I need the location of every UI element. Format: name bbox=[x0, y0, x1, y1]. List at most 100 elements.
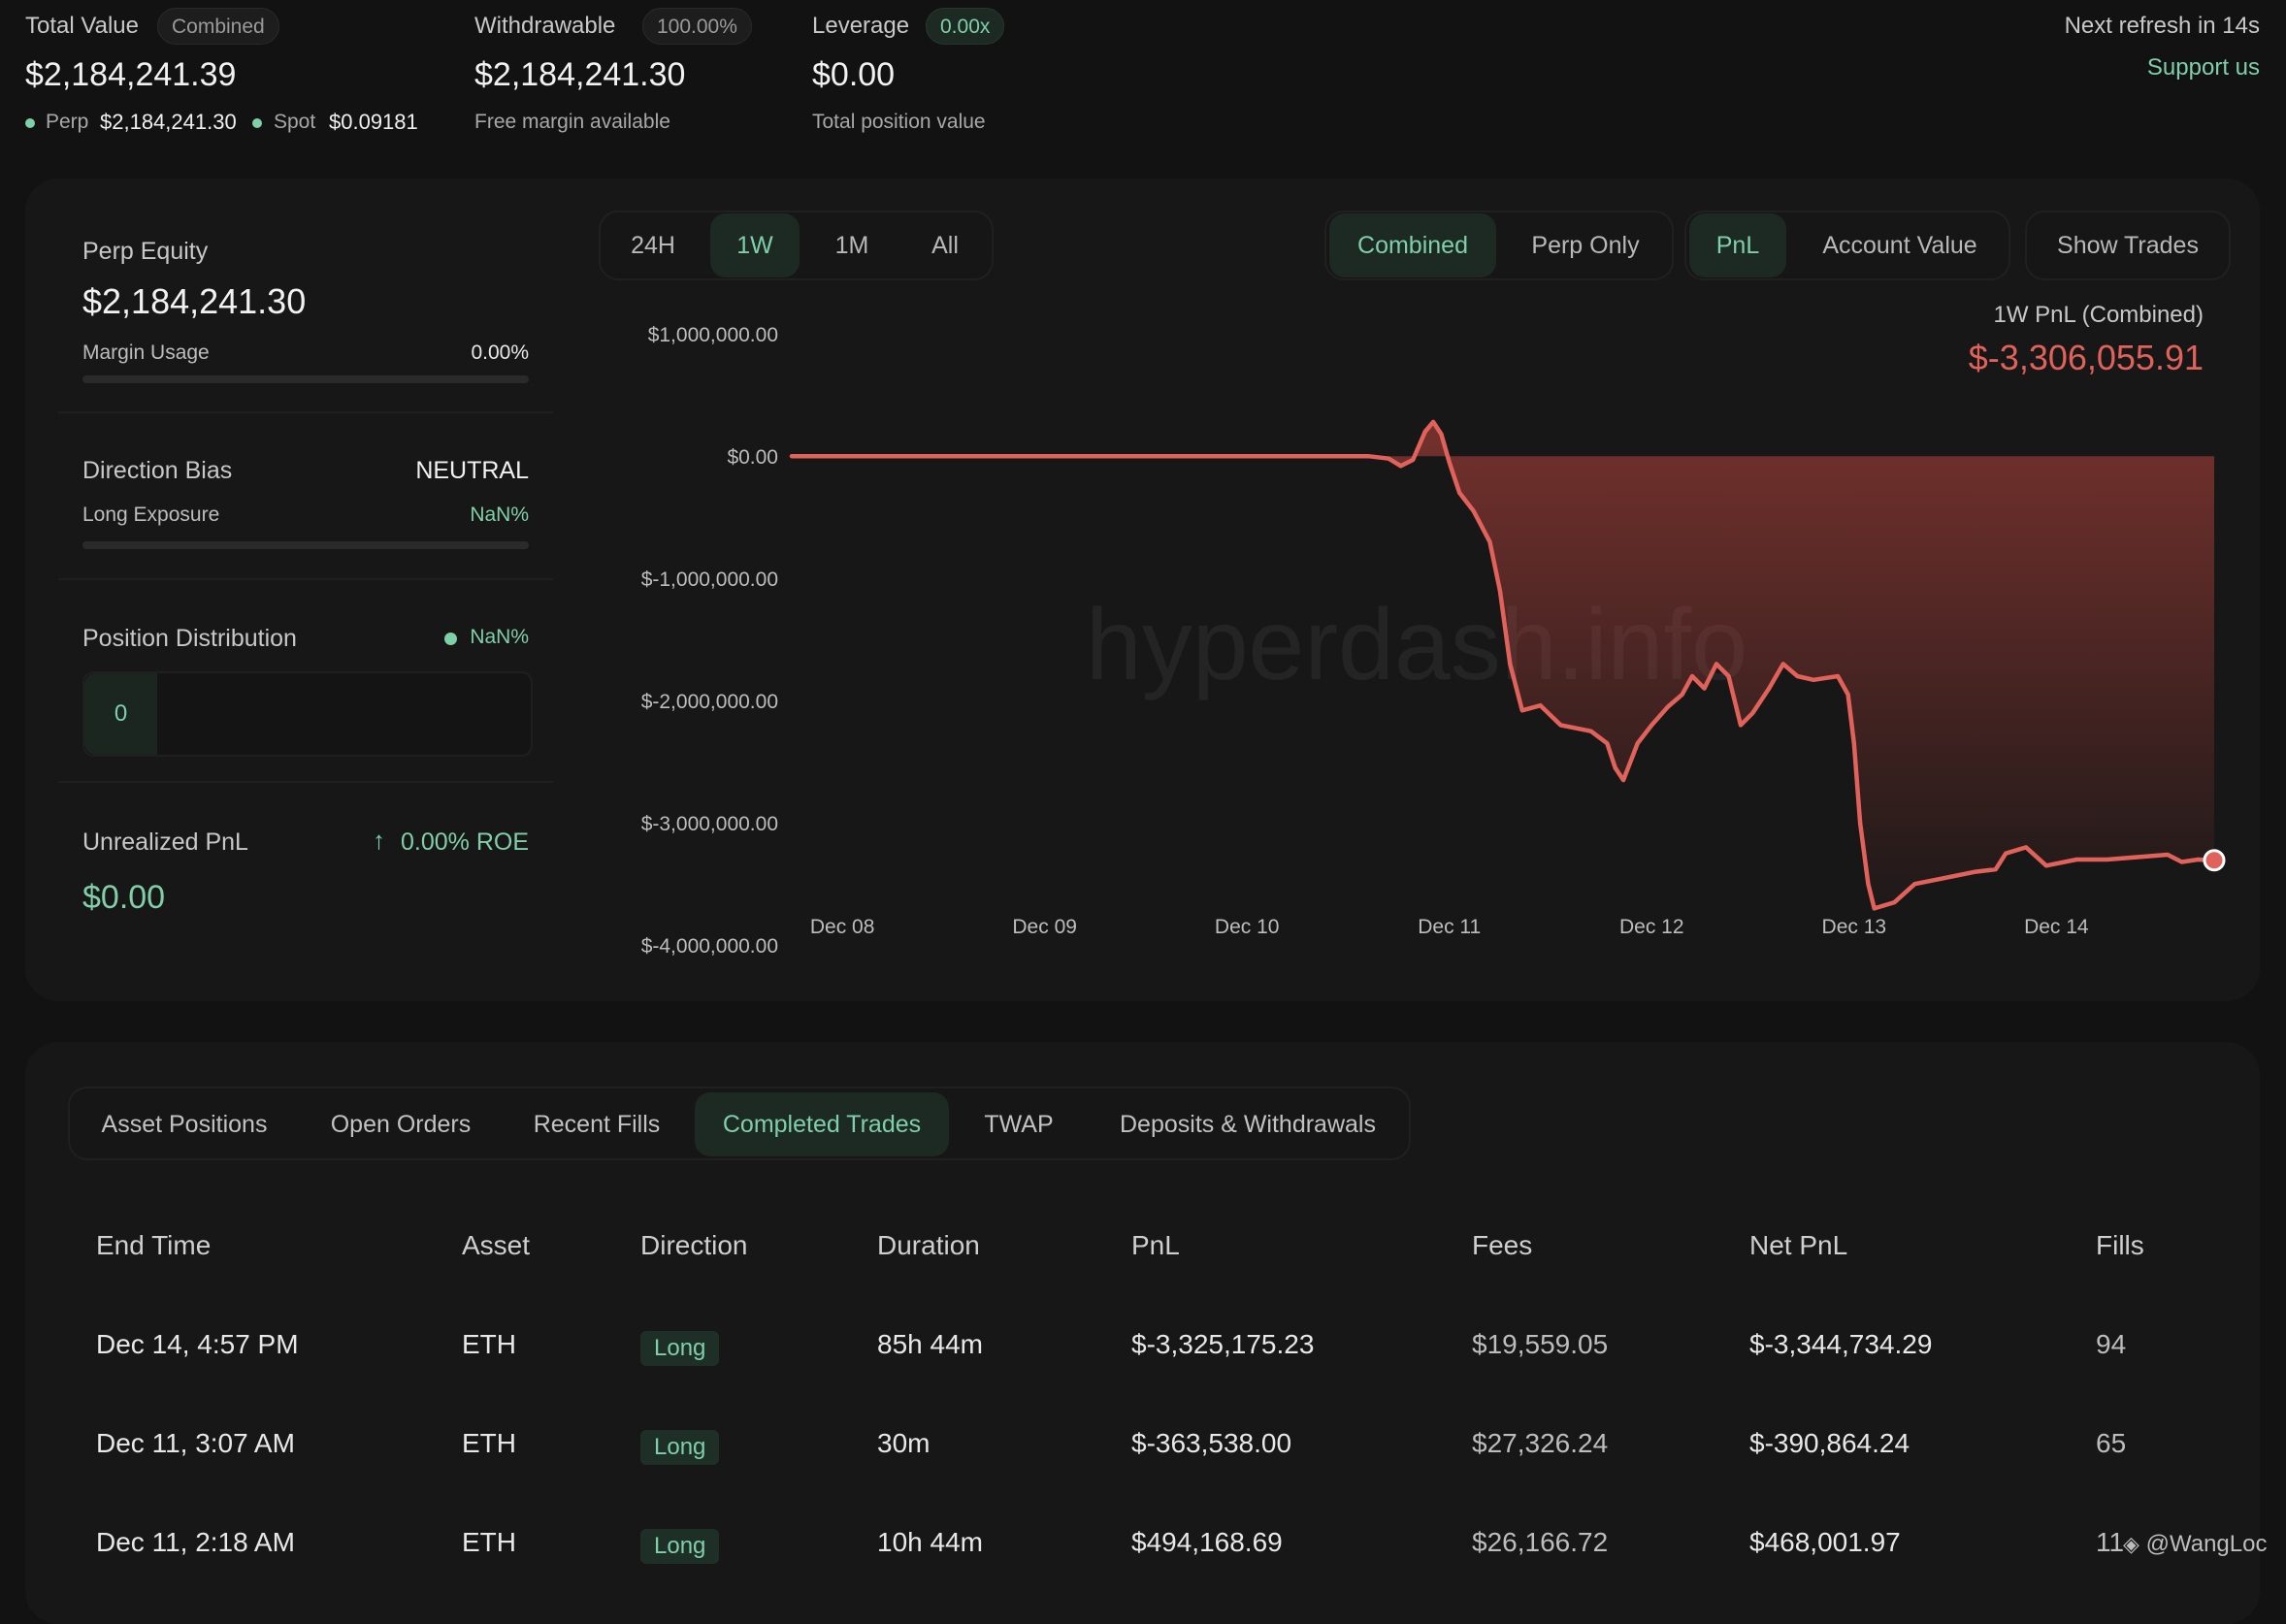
roe-value: 0.00% ROE bbox=[400, 828, 529, 856]
withdrawable-badge: 100.00% bbox=[642, 8, 752, 45]
y-tick-label: $-1,000,000.00 bbox=[641, 568, 778, 591]
asset-cell: ETH bbox=[462, 1428, 516, 1458]
total-value: $2,184,241.39 bbox=[25, 56, 237, 93]
pnl-chart: hyperdash.info $1,000,000.00$0.00$-1,000… bbox=[641, 324, 2226, 958]
withdrawable-sub: Free margin available bbox=[474, 111, 670, 133]
col-end-time[interactable]: End Time bbox=[96, 1230, 212, 1260]
refresh-timer: Next refresh in 14s bbox=[2064, 13, 2260, 39]
chart-pnl-value: $-3,306,055.91 bbox=[1968, 338, 2204, 377]
direction-bias-label: Direction Bias bbox=[82, 457, 233, 484]
position-distribution-label: Position Distribution bbox=[82, 625, 297, 652]
fills-cell: 94 bbox=[2096, 1329, 2127, 1359]
fees-cell: $27,326.24 bbox=[1472, 1428, 1609, 1458]
pnl-cell: $-363,538.00 bbox=[1131, 1428, 1292, 1458]
duration-cell: 85h 44m bbox=[877, 1329, 983, 1359]
withdrawable-label: Withdrawable bbox=[474, 13, 616, 39]
asset-cell: ETH bbox=[462, 1329, 516, 1359]
col-fills[interactable]: Fills bbox=[2096, 1230, 2144, 1260]
margin-usage-value: 0.00% bbox=[471, 341, 529, 364]
asset-cell: ETH bbox=[462, 1527, 516, 1557]
divider bbox=[58, 411, 553, 413]
credit-watermark: ◈ @WangLoc bbox=[2123, 1531, 2267, 1558]
perp-dot-icon bbox=[25, 118, 35, 128]
margin-usage-bar bbox=[82, 375, 529, 383]
fees-cell: $19,559.05 bbox=[1472, 1329, 1609, 1359]
col-direction[interactable]: Direction bbox=[640, 1230, 748, 1260]
tab-recent-fills[interactable]: Recent Fills bbox=[533, 1111, 661, 1138]
duration-cell: 10h 44m bbox=[877, 1527, 983, 1557]
pnl-cell: $-3,325,175.23 bbox=[1131, 1329, 1315, 1359]
direction-badge: Long bbox=[640, 1331, 720, 1366]
spot-value: $0.09181 bbox=[329, 110, 418, 134]
x-tick-label: Dec 13 bbox=[1822, 916, 1887, 938]
x-tick-label: Dec 10 bbox=[1215, 916, 1280, 938]
x-tick-label: Dec 08 bbox=[810, 916, 875, 938]
duration-cell: 30m bbox=[877, 1428, 931, 1458]
col-net-pnl[interactable]: Net PnL bbox=[1749, 1230, 1848, 1260]
pnl-endpoint-marker[interactable] bbox=[2203, 849, 2226, 872]
perp-value: $2,184,241.30 bbox=[100, 110, 237, 134]
spot-label: Spot bbox=[274, 111, 316, 133]
leverage-sub: Total position value bbox=[812, 111, 986, 133]
tab-open-orders[interactable]: Open Orders bbox=[330, 1111, 472, 1138]
credit-handle: @WangLoc bbox=[2145, 1531, 2268, 1557]
perp-label: Perp bbox=[46, 111, 89, 133]
support-link[interactable]: Support us bbox=[2146, 54, 2260, 81]
x-tick-label: Dec 14 bbox=[2024, 916, 2089, 938]
pnl-cell: $494,168.69 bbox=[1131, 1527, 1283, 1557]
range-all-button[interactable]: All bbox=[931, 232, 959, 259]
col-asset[interactable]: Asset bbox=[462, 1230, 531, 1260]
direction-badge: Long bbox=[640, 1529, 720, 1564]
tab-deposits-withdrawals[interactable]: Deposits & Withdrawals bbox=[1120, 1111, 1376, 1138]
metric-account-value-button[interactable]: Account Value bbox=[1822, 232, 1977, 259]
total-value-label: Total Value bbox=[25, 13, 139, 39]
net-pnl-cell: $-390,864.24 bbox=[1749, 1428, 1910, 1458]
range-1w-button[interactable]: 1W bbox=[710, 213, 800, 277]
x-tick-label: Dec 11 bbox=[1418, 916, 1481, 938]
withdrawable-value: $2,184,241.30 bbox=[474, 56, 686, 93]
range-1m-button[interactable]: 1M bbox=[834, 232, 869, 259]
y-tick-label: $-4,000,000.00 bbox=[641, 935, 778, 958]
direction-badge: Long bbox=[640, 1430, 720, 1465]
fills-cell: 11 bbox=[2096, 1527, 2125, 1557]
divider bbox=[58, 578, 553, 580]
leverage-value: $0.00 bbox=[812, 56, 896, 93]
metric-pnl-button[interactable]: PnL bbox=[1689, 213, 1786, 277]
tab-completed-trades[interactable]: Completed Trades bbox=[695, 1092, 949, 1156]
end-time-cell: Dec 11, 2:18 AM bbox=[96, 1527, 295, 1557]
total-value-badge: Combined bbox=[157, 8, 279, 45]
mode-combined-button[interactable]: Combined bbox=[1329, 213, 1496, 277]
y-tick-label: $1,000,000.00 bbox=[648, 324, 778, 346]
col-duration[interactable]: Duration bbox=[877, 1230, 980, 1260]
long-exposure-value: NaN% bbox=[470, 503, 529, 526]
x-tick-label: Dec 12 bbox=[1619, 916, 1684, 938]
net-pnl-cell: $-3,344,734.29 bbox=[1749, 1329, 1933, 1359]
range-24h-button[interactable]: 24H bbox=[631, 232, 675, 259]
end-time-cell: Dec 11, 3:07 AM bbox=[96, 1428, 295, 1458]
leverage-badge: 0.00x bbox=[926, 8, 1005, 45]
unrealized-pnl-label: Unrealized PnL bbox=[82, 828, 248, 856]
perp-equity-label: Perp Equity bbox=[82, 238, 209, 265]
perp-equity-value: $2,184,241.30 bbox=[82, 281, 307, 321]
unrealized-pnl-value: $0.00 bbox=[82, 879, 166, 916]
divider bbox=[58, 781, 553, 783]
show-trades-button[interactable]: Show Trades bbox=[2057, 232, 2199, 259]
position-distribution-value: NaN% bbox=[470, 626, 529, 648]
tab-twap[interactable]: TWAP bbox=[984, 1111, 1054, 1138]
arrow-up-icon: ↑ bbox=[373, 826, 385, 855]
show-trades-wrapper bbox=[2025, 211, 2231, 280]
long-exposure-label: Long Exposure bbox=[82, 503, 220, 526]
margin-usage-label: Margin Usage bbox=[82, 341, 210, 364]
mode-perp-only-button[interactable]: Perp Only bbox=[1531, 232, 1640, 259]
position-count: 0 bbox=[84, 673, 157, 755]
y-tick-label: $0.00 bbox=[727, 446, 778, 469]
col-pnl[interactable]: PnL bbox=[1131, 1230, 1180, 1260]
diamond-icon: ◈ bbox=[2123, 1532, 2139, 1556]
tab-asset-positions[interactable]: Asset Positions bbox=[101, 1111, 268, 1138]
net-pnl-cell: $468,001.97 bbox=[1749, 1527, 1901, 1557]
col-fees[interactable]: Fees bbox=[1472, 1230, 1533, 1260]
position-distribution-bar: 0 bbox=[82, 671, 533, 757]
y-tick-label: $-3,000,000.00 bbox=[641, 813, 778, 835]
long-exposure-bar bbox=[82, 541, 529, 549]
leverage-label: Leverage bbox=[812, 13, 910, 39]
